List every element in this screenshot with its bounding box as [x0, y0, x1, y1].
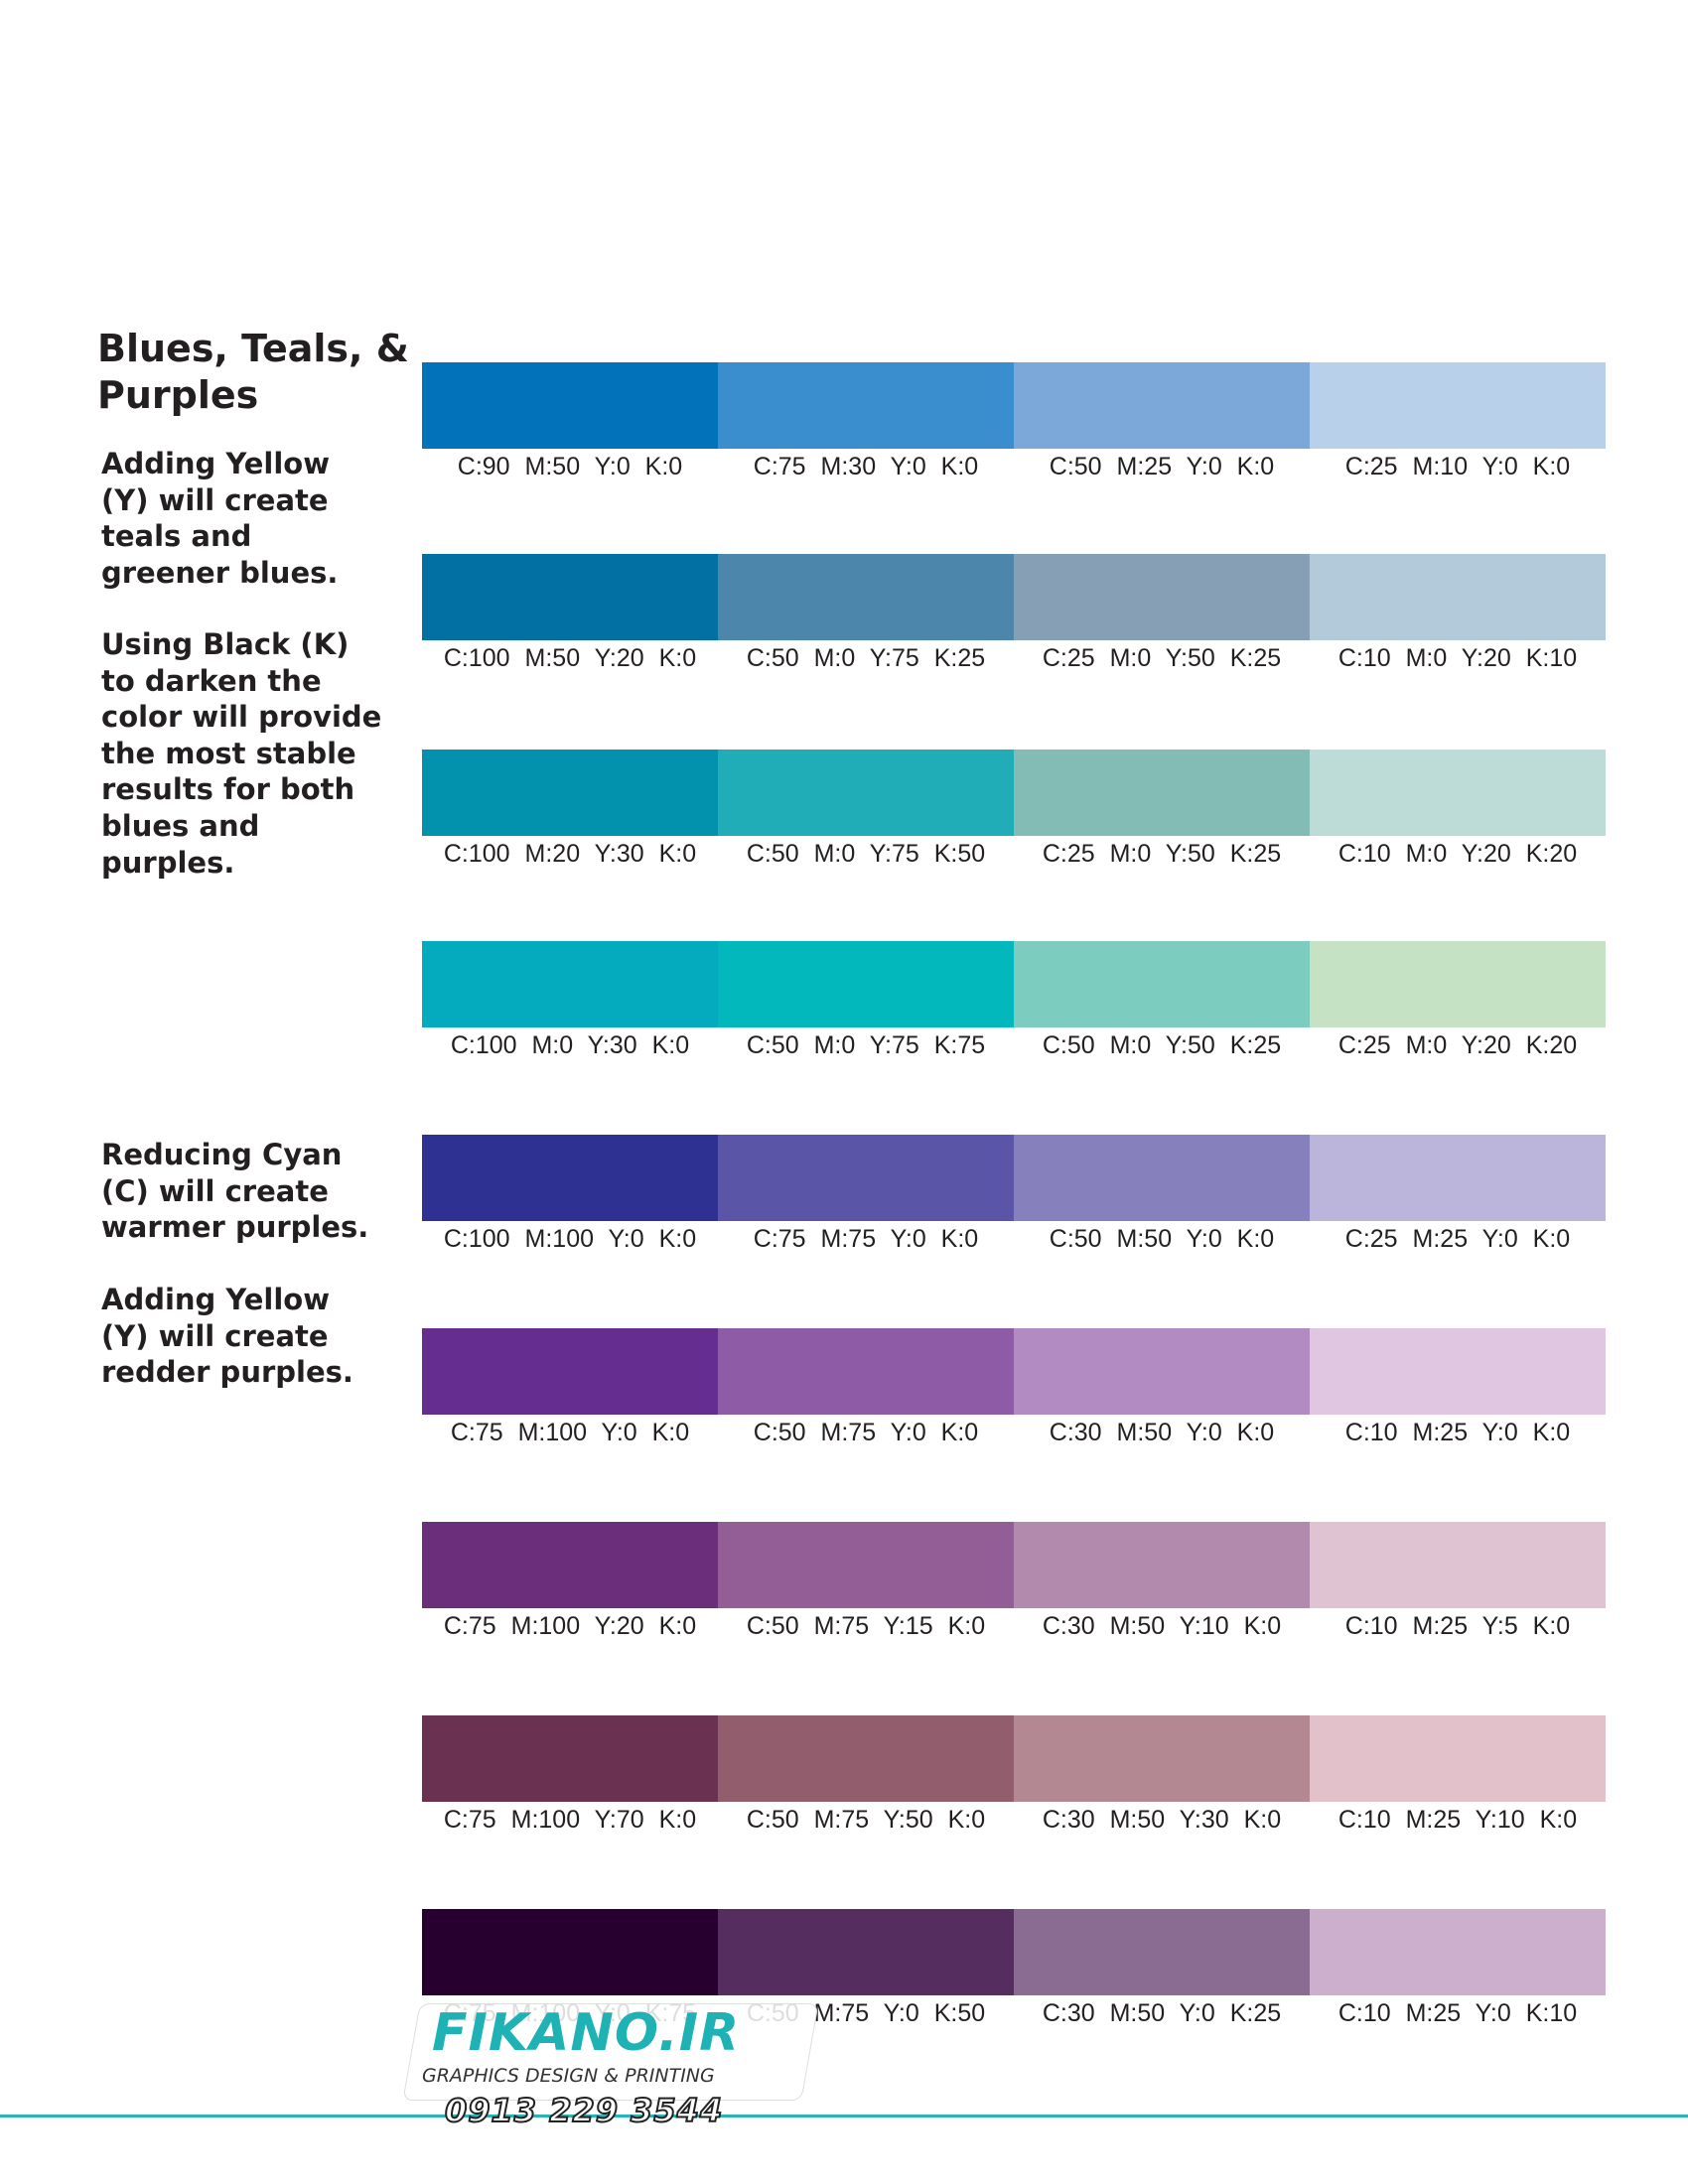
swatch-label: C:25 M:0 Y:50 K:25: [1042, 840, 1282, 868]
note-line: blues and: [101, 808, 260, 843]
note-line: to darken the: [101, 663, 322, 698]
swatch: [422, 750, 718, 836]
swatch-label: C:50 M:25 Y:0 K:0: [1049, 453, 1275, 480]
title-line: Purples: [97, 373, 259, 417]
swatch-label: C:50 M:0 Y:75 K:50: [746, 840, 986, 868]
swatch-label: C:10 M:0 Y:20 K:10: [1337, 644, 1578, 672]
footer-rule: [0, 2115, 1688, 2117]
swatch-label: C:30 M:50 Y:0 K:25: [1042, 1999, 1282, 2027]
swatch: [1014, 941, 1310, 1027]
swatch: [1014, 1715, 1310, 1802]
note-line: (Y) will create: [101, 482, 329, 517]
swatch-label: C:25 M:0 Y:50 K:25: [1042, 644, 1282, 672]
swatch-label: C:10 M:25 Y:0 K:10: [1337, 1999, 1578, 2027]
swatch: [718, 750, 1014, 836]
swatch-label: C:75 M:75 Y:0 K:0: [753, 1225, 979, 1253]
swatch-label: C:50 M:0 Y:50 K:25: [1042, 1031, 1282, 1059]
swatch: [1014, 1909, 1310, 1995]
note: Using Black (K) to darken the color will p…: [101, 626, 381, 881]
note-line: Reducing Cyan: [101, 1138, 343, 1171]
swatch-label: C:90 M:50 Y:0 K:0: [457, 453, 683, 480]
note-line: (C) will create: [101, 1173, 329, 1208]
swatch-label: C:50 M:0 Y:75 K:25: [746, 644, 986, 672]
swatch-label: C:75 M:100 Y:20 K:0: [443, 1612, 697, 1640]
swatch-label: C:25 M:25 Y:0 K:0: [1344, 1225, 1571, 1253]
swatch: [422, 1522, 718, 1608]
note-line: teals and: [101, 519, 252, 554]
swatch: [1310, 362, 1606, 449]
swatch-label: C:30 M:50 Y:0 K:0: [1049, 1419, 1275, 1446]
note: Reducing Cyan (C) will create warmer purpl…: [101, 1137, 368, 1246]
swatch: [1014, 362, 1310, 449]
watermark-tagline: GRAPHICS DESIGN & PRINTING: [422, 2065, 715, 2087]
swatch-label: C:50 M:50 Y:0 K:0: [1049, 1225, 1275, 1253]
note-line: results for both: [101, 772, 355, 807]
note-line: the most stable: [101, 736, 356, 770]
swatch-label: C:50 M:75 Y:15 K:0: [746, 1612, 986, 1640]
swatch: [1310, 554, 1606, 640]
swatch-label: C:10 M:25 Y:0 K:0: [1344, 1419, 1571, 1446]
swatch: [718, 941, 1014, 1027]
swatch: [1014, 1328, 1310, 1415]
swatch-label: C:10 M:25 Y:10 K:0: [1337, 1806, 1578, 1834]
swatch: [1310, 941, 1606, 1027]
swatch: [1310, 750, 1606, 836]
title: Blues, Teals, & Purples: [97, 326, 409, 419]
swatch: [1014, 1135, 1310, 1221]
swatch-label: C:75 M:30 Y:0 K:0: [753, 453, 979, 480]
swatch-label: C:50 M:75 Y:50 K:0: [746, 1806, 986, 1834]
swatch: [1014, 554, 1310, 640]
swatch: [718, 1135, 1014, 1221]
swatch-label: C:100 M:0 Y:30 K:0: [450, 1031, 690, 1059]
swatch: [422, 362, 718, 449]
swatch: [422, 1135, 718, 1221]
watermark-brand: FIKANO.IR: [432, 2003, 741, 2063]
swatch-label: C:75 M:100 Y:70 K:0: [443, 1806, 697, 1834]
swatch-label: C:100 M:100 Y:0 K:0: [443, 1225, 697, 1253]
note-line: Adding Yellow: [101, 1283, 331, 1316]
note: Adding Yellow (Y) will create teals and gre…: [101, 446, 338, 591]
swatch: [718, 362, 1014, 449]
note-line: purples.: [101, 845, 235, 880]
swatch: [1014, 750, 1310, 836]
swatch-label: C:100 M:50 Y:20 K:0: [443, 644, 697, 672]
swatch: [422, 941, 718, 1027]
swatch: [718, 1328, 1014, 1415]
swatch: [718, 1909, 1014, 1995]
note-line: warmer purples.: [101, 1210, 369, 1245]
swatch-label: C:30 M:50 Y:30 K:0: [1042, 1806, 1282, 1834]
note: Adding Yellow (Y) will create redder purpl…: [101, 1282, 353, 1391]
note-line: (Y) will create: [101, 1318, 329, 1353]
swatch: [718, 1715, 1014, 1802]
swatch: [1310, 1522, 1606, 1608]
note-line: color will provide: [101, 700, 382, 735]
watermark-phone: 0913 229 3544: [444, 2091, 724, 2130]
swatch: [1310, 1909, 1606, 1995]
note-line: redder purples.: [101, 1355, 353, 1390]
note-line: Adding Yellow: [101, 447, 331, 480]
swatch: [1014, 1522, 1310, 1608]
swatch-label: C:50 M:0 Y:75 K:75: [746, 1031, 986, 1059]
swatch: [422, 1328, 718, 1415]
swatch: [422, 1909, 718, 1995]
swatch: [1310, 1715, 1606, 1802]
swatch: [718, 554, 1014, 640]
title-line: Blues, Teals, &: [97, 327, 409, 370]
swatch-label: C:10 M:0 Y:20 K:20: [1337, 840, 1578, 868]
swatch-label: C:30 M:50 Y:10 K:0: [1042, 1612, 1282, 1640]
swatch-label: C:50 M:75 Y:0 K:0: [753, 1419, 979, 1446]
swatch: [422, 554, 718, 640]
swatch-label: C:25 M:0 Y:20 K:20: [1337, 1031, 1578, 1059]
swatch: [718, 1522, 1014, 1608]
note-line: Using Black (K): [101, 627, 350, 661]
swatch-label: C:10 M:25 Y:5 K:0: [1344, 1612, 1571, 1640]
swatch: [1310, 1328, 1606, 1415]
swatch: [1310, 1135, 1606, 1221]
swatch-label: C:75 M:100 Y:0 K:0: [450, 1419, 690, 1446]
swatch-label: C:100 M:20 Y:30 K:0: [443, 840, 697, 868]
note-line: greener blues.: [101, 555, 339, 590]
swatch-label: C:25 M:10 Y:0 K:0: [1344, 453, 1571, 480]
swatch: [422, 1715, 718, 1802]
